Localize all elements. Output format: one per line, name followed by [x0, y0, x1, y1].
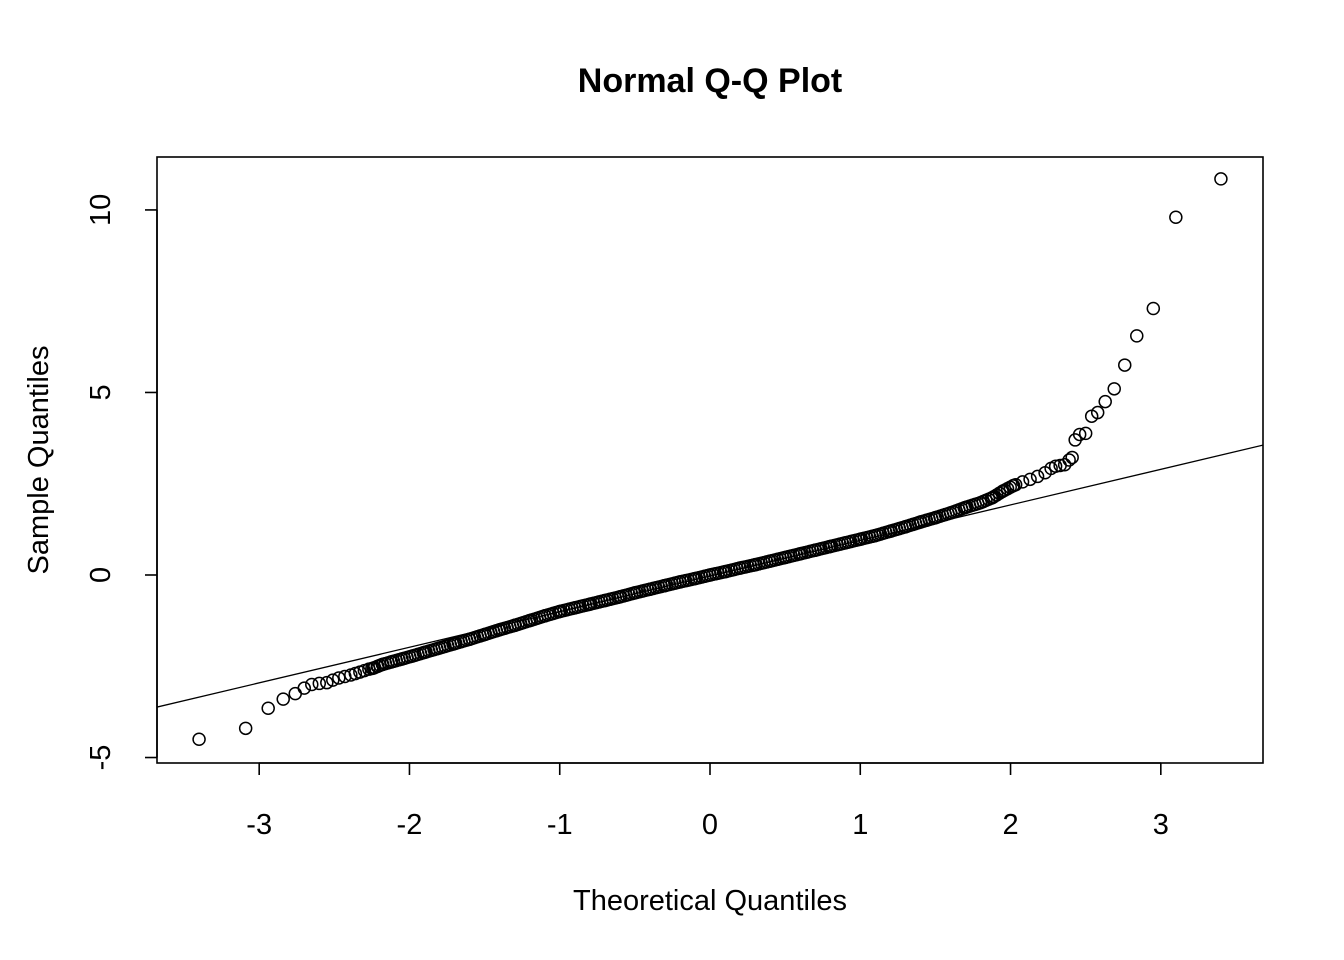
data-point	[312, 676, 327, 691]
data-point	[985, 490, 1000, 505]
data-point	[913, 515, 928, 529]
data-point	[583, 597, 597, 611]
data-point	[326, 673, 340, 687]
data-point	[853, 532, 868, 546]
y-tick-label: 0	[85, 567, 117, 583]
data-point	[673, 575, 687, 589]
data-point	[1130, 329, 1144, 343]
data-point	[973, 495, 988, 510]
x-tick-label: 1	[852, 809, 868, 841]
data-point	[1048, 459, 1063, 473]
data-point	[703, 568, 717, 582]
data-point	[823, 539, 837, 554]
data-point	[748, 558, 762, 572]
data-point	[1078, 426, 1093, 441]
data-point	[297, 681, 312, 695]
data-point	[447, 636, 462, 651]
data-point	[808, 543, 822, 557]
y-axis: -5 0 5 10	[85, 194, 158, 771]
data-point	[552, 604, 567, 619]
data-point	[405, 649, 420, 663]
data-point	[417, 645, 432, 660]
data-point	[688, 571, 702, 586]
data-point	[868, 528, 883, 543]
data-point	[261, 701, 275, 715]
data-point	[1006, 478, 1021, 493]
data-point	[1065, 450, 1079, 465]
data-point	[1023, 472, 1037, 487]
x-tick-label: -2	[397, 809, 423, 841]
data-point	[1030, 469, 1045, 484]
data-point	[1169, 210, 1183, 224]
data-point	[658, 578, 672, 593]
data-point	[883, 524, 898, 538]
data-point	[462, 632, 477, 646]
data-point	[928, 510, 943, 525]
data-point	[1146, 301, 1161, 316]
y-axis-label: Sample Quantiles	[23, 346, 55, 575]
data-point	[522, 613, 537, 628]
x-tick-label: 3	[1153, 809, 1169, 841]
data-point	[1118, 358, 1132, 372]
data-point	[838, 536, 852, 550]
plot-frame	[156, 156, 1264, 764]
chart-title: Normal Q-Q Plot	[578, 62, 842, 100]
data-point	[320, 675, 334, 690]
x-tick-label: -1	[547, 809, 573, 841]
data-point	[375, 657, 390, 672]
data-point	[613, 590, 627, 604]
data-point	[238, 721, 253, 736]
data-point	[477, 627, 492, 642]
y-tick-label: -5	[85, 745, 117, 771]
data-point	[943, 506, 958, 520]
x-axis: -3 -2 -1 0 1 2 3	[246, 762, 1169, 841]
y-tick-label: 5	[85, 384, 117, 400]
x-tick-label: -3	[246, 809, 272, 841]
data-point	[793, 547, 807, 561]
data-point	[733, 561, 747, 575]
data-point	[1107, 382, 1121, 396]
data-point	[643, 582, 657, 596]
x-axis-label: Theoretical Quantiles	[573, 885, 847, 917]
x-tick-label: 0	[702, 809, 718, 841]
data-point	[507, 618, 522, 633]
data-point	[1098, 394, 1112, 409]
data-point	[537, 609, 552, 623]
data-point	[763, 554, 777, 568]
data-point	[898, 520, 913, 534]
y-tick-label: 10	[85, 194, 117, 226]
data-point	[1072, 427, 1087, 442]
data-point	[1090, 405, 1105, 420]
data-point	[718, 564, 732, 579]
data-point	[958, 500, 973, 515]
data-point	[305, 677, 319, 692]
data-point	[288, 686, 302, 701]
plot-area	[157, 172, 1263, 747]
data-point	[628, 586, 642, 600]
data-point	[1015, 475, 1030, 489]
data-point	[568, 601, 582, 615]
data-point	[492, 623, 507, 637]
data-point	[192, 732, 206, 747]
data-point	[1214, 172, 1228, 186]
data-point	[598, 593, 612, 608]
data-point	[996, 484, 1010, 498]
data-point	[432, 641, 447, 655]
data-point	[276, 692, 290, 706]
data-point	[1057, 457, 1072, 472]
x-tick-label: 2	[1002, 809, 1018, 841]
data-point	[778, 550, 792, 565]
data-point	[1062, 453, 1076, 467]
